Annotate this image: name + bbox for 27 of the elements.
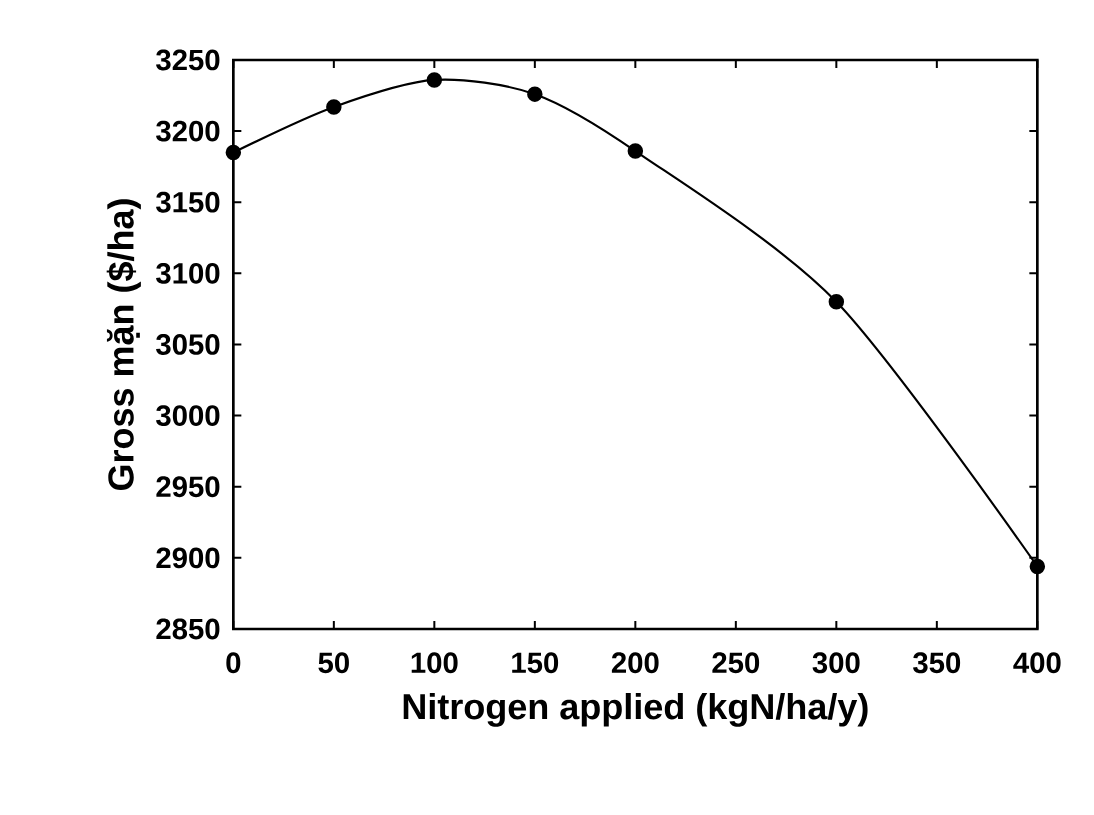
- y-tick-label: 3050: [156, 334, 220, 355]
- y-tick-label: 3100: [156, 262, 220, 284]
- point: [426, 72, 443, 88]
- y-tick-label: 2900: [156, 547, 220, 569]
- x-tick-label: 50: [318, 652, 349, 674]
- x-axis-title: Nitrogen applied (kgN/ha/y): [403, 693, 868, 727]
- y-tick-label: 3150: [156, 191, 220, 213]
- point: [627, 143, 644, 159]
- y-tick-label: 3200: [156, 120, 220, 142]
- y-tick-label: 3000: [156, 405, 220, 427]
- x-tick-label: 400: [1013, 652, 1061, 674]
- x-tick-label: 250: [712, 652, 760, 674]
- y-tick-label: 3250: [156, 49, 220, 71]
- x-tick-label: 300: [812, 652, 860, 674]
- point: [225, 144, 242, 161]
- y-tick-label: 2950: [156, 476, 220, 498]
- x-tick-label: 200: [611, 652, 659, 674]
- point: [1029, 558, 1046, 575]
- x-tick-label: 150: [512, 652, 559, 674]
- point: [326, 99, 342, 115]
- point: [527, 86, 543, 102]
- x-tick-label: 350: [913, 652, 961, 674]
- y-tick-label: 2850: [156, 618, 220, 640]
- x-tick-label: 0: [226, 652, 241, 674]
- y-axis-title: Gross mặn ($/ha): [106, 199, 141, 491]
- x-tick-label: 100: [411, 652, 458, 674]
- point: [828, 294, 845, 310]
